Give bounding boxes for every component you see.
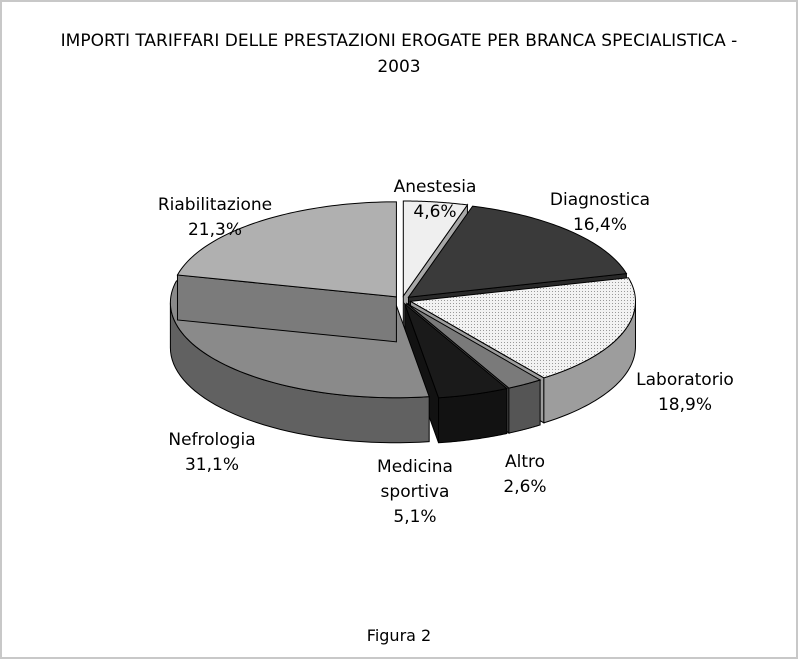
slice-label: Anestesia 4,6%: [375, 175, 495, 225]
slice-label: Laboratorio 18,9%: [615, 368, 755, 418]
slice-label: Riabilitazione 21,3%: [135, 193, 295, 243]
category-name: Laboratorio: [636, 370, 734, 390]
slice-side: [508, 379, 541, 434]
value-label: 16,4%: [572, 215, 627, 235]
category-name: Diagnostica: [549, 190, 651, 210]
slice-label: Nefrologia 31,1%: [142, 428, 282, 478]
slice-top: [406, 303, 542, 389]
pie-slice: [403, 302, 509, 444]
chart-title: IMPORTI TARIFFARI DELLE PRESTAZIONI EROG…: [60, 31, 738, 77]
category-name: Anestesia: [393, 177, 477, 197]
slice-label: Medicina sportiva 5,1%: [360, 455, 470, 530]
slice-top: [408, 277, 636, 379]
category-name: Altro: [504, 452, 546, 472]
slice-top: [402, 200, 469, 298]
value-label: 18,9%: [657, 395, 712, 415]
category-name: Riabilitazione: [157, 195, 273, 215]
category-name: Medicina sportiva: [377, 457, 453, 502]
value-label: 4,6%: [413, 202, 457, 222]
value-label: 21,3%: [187, 220, 242, 240]
slice-label: Altro 2,6%: [485, 450, 565, 500]
slice-label: Diagnostica 16,4%: [530, 188, 670, 238]
value-label: 2,6%: [503, 477, 547, 497]
category-name: Nefrologia: [168, 430, 256, 450]
slice-top: [176, 201, 397, 298]
caption: Figura 2: [366, 626, 432, 645]
pie-slice: [176, 201, 397, 343]
slice-top: [403, 302, 509, 399]
slice-top: [407, 205, 628, 298]
value-label: 5,1%: [393, 507, 437, 527]
value-label: 31,1%: [184, 455, 239, 475]
